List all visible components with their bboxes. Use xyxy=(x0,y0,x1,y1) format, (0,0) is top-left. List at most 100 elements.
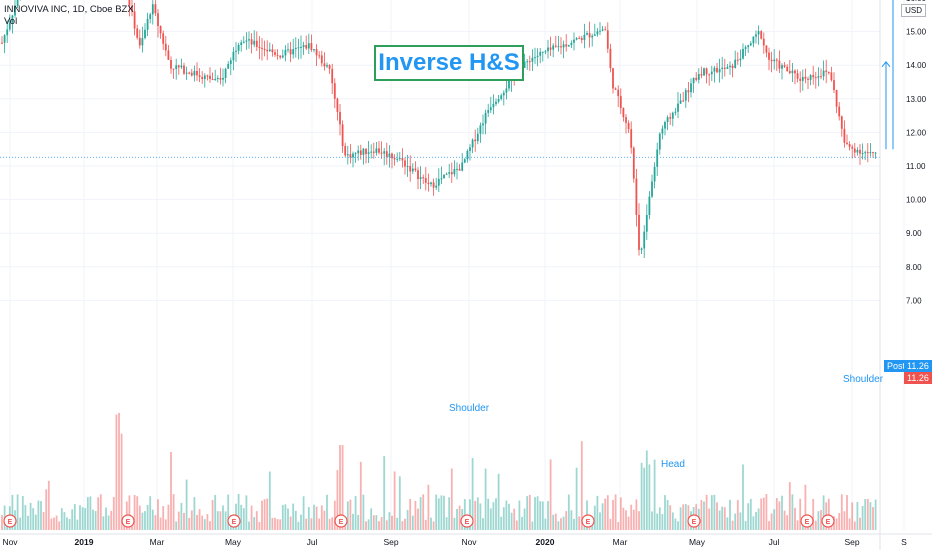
earnings-marker[interactable]: E xyxy=(800,514,814,528)
earnings-marker[interactable]: E xyxy=(460,514,474,528)
volume-bar xyxy=(271,517,274,530)
volume-bar xyxy=(479,503,482,530)
candle-body xyxy=(463,159,466,163)
volume-bar xyxy=(617,521,620,530)
volume-bar xyxy=(487,498,490,530)
volume-bar xyxy=(560,518,562,530)
candle-body xyxy=(570,42,573,46)
candle-body xyxy=(190,72,193,76)
candle-body xyxy=(648,196,651,215)
volume-bar xyxy=(523,508,526,530)
volume-bar xyxy=(222,505,224,530)
candle-body xyxy=(456,168,458,170)
volume-bar xyxy=(856,502,859,530)
candle-body xyxy=(757,31,760,35)
volume-bar xyxy=(731,520,734,530)
volume-bar xyxy=(40,501,42,530)
candle-body xyxy=(131,5,133,12)
earnings-marker[interactable]: E xyxy=(3,514,17,528)
candle-body xyxy=(528,61,531,63)
candle-body xyxy=(339,111,341,125)
earnings-marker-label: E xyxy=(826,519,831,526)
volume-bar xyxy=(531,521,534,530)
candle-body xyxy=(627,122,630,130)
volume-bar xyxy=(656,513,659,530)
earnings-marker[interactable]: E xyxy=(581,514,595,528)
volume-bar xyxy=(79,505,81,530)
volume-bar xyxy=(539,501,542,530)
volume-bar xyxy=(679,507,682,530)
volume-bar xyxy=(97,497,100,530)
volume-bar xyxy=(281,505,284,530)
candle-body xyxy=(224,68,227,78)
candle-body xyxy=(159,26,162,34)
earnings-marker[interactable]: E xyxy=(821,514,835,528)
candle-body xyxy=(209,75,211,80)
volume-bar xyxy=(536,496,539,530)
volume-bar xyxy=(333,500,336,530)
earnings-marker[interactable]: E xyxy=(334,514,348,528)
volume-bar xyxy=(838,513,841,530)
candle-body xyxy=(188,72,191,74)
candle-body xyxy=(718,68,721,73)
candle-body xyxy=(791,70,794,74)
candle-body xyxy=(612,68,614,89)
earnings-marker[interactable]: E xyxy=(687,514,701,528)
volume-bar xyxy=(203,519,206,530)
volume-bar xyxy=(853,521,856,530)
candle-body xyxy=(310,43,313,50)
candle-body xyxy=(16,0,19,6)
candle-body xyxy=(690,83,692,93)
volume-bar xyxy=(820,510,822,530)
candle-body xyxy=(801,76,804,81)
x-tick-label: May xyxy=(689,537,706,547)
volume-bar xyxy=(250,505,253,530)
volume-bar xyxy=(177,511,180,530)
volume-bar xyxy=(869,502,872,530)
candle-body xyxy=(136,28,139,38)
volume-bar xyxy=(713,494,716,530)
candle-body xyxy=(531,57,534,62)
volume-bar xyxy=(476,497,479,530)
volume-label: Vol xyxy=(4,16,18,27)
time-axis: Nov 2019 Mar May Jul Sep Nov 2020 Mar May Jul Sep S xyxy=(0,533,932,547)
volume-bar xyxy=(164,519,167,530)
candle-body xyxy=(352,153,354,158)
volume-bar xyxy=(274,517,276,530)
candle-body xyxy=(599,30,601,32)
volume-bar xyxy=(456,508,458,530)
volume-bar xyxy=(658,507,661,530)
earnings-marker[interactable]: E xyxy=(227,514,241,528)
candle-body xyxy=(705,68,708,75)
candle-body xyxy=(788,71,791,74)
candle-body xyxy=(432,182,435,188)
volume-bar xyxy=(557,521,560,530)
volume-bar xyxy=(261,500,263,530)
volume-bar xyxy=(133,494,136,530)
currency-badge[interactable]: USD xyxy=(901,4,926,17)
candle-body xyxy=(294,47,297,50)
volume-bar xyxy=(567,494,570,530)
volume-bar xyxy=(768,521,770,530)
volume-bar xyxy=(99,494,102,530)
candle-body xyxy=(775,59,778,61)
candle-body xyxy=(180,65,183,68)
volume-bar xyxy=(580,441,583,530)
earnings-marker-label: E xyxy=(232,519,237,526)
pattern-title-box: Inverse H&S xyxy=(374,45,524,81)
candle-body xyxy=(666,117,669,122)
volume-bar xyxy=(157,499,159,530)
volume-bar xyxy=(255,511,258,530)
candle-body xyxy=(523,61,526,68)
candle-body xyxy=(8,22,11,30)
candle-body xyxy=(703,68,705,76)
candle-body xyxy=(326,65,328,67)
volume-bar xyxy=(872,506,874,530)
volume-bar xyxy=(29,502,32,530)
candle-body xyxy=(427,182,430,185)
candle-body xyxy=(578,38,581,40)
earnings-marker[interactable]: E xyxy=(121,514,135,528)
earnings-marker-circle xyxy=(581,514,595,528)
candle-body xyxy=(505,88,508,93)
